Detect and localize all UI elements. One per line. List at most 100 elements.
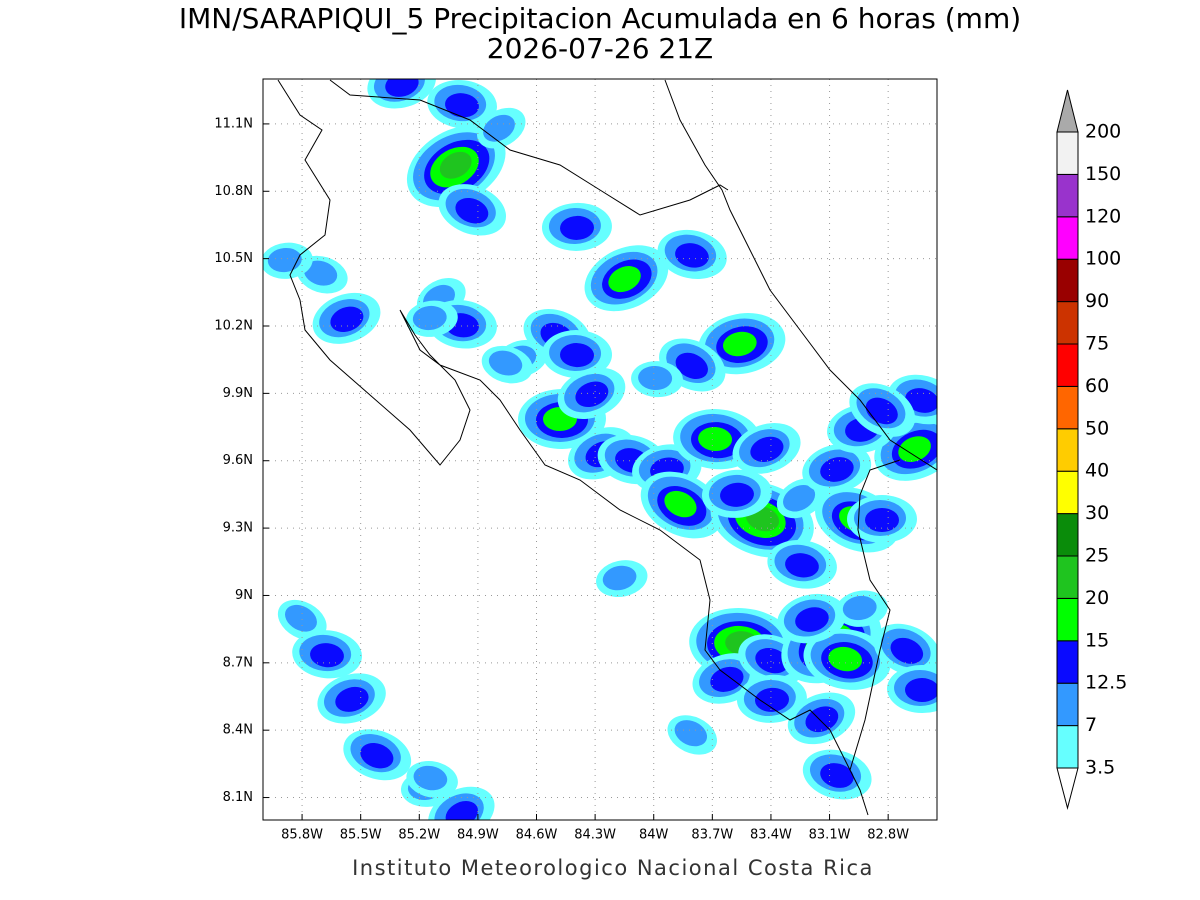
y-tick-label: 8.1N (223, 790, 253, 805)
colorbar-box (1056, 470, 1079, 515)
precip-contour (783, 484, 816, 512)
colorbar-label: 12.5 (1085, 672, 1127, 694)
precip-contour (785, 553, 819, 578)
colorbar-label: 200 (1085, 121, 1121, 143)
precip-contour (675, 243, 709, 268)
precip-contour (488, 350, 523, 376)
precip-contour (575, 381, 609, 408)
x-tick-label: 84W (639, 828, 669, 843)
precip-contour (750, 436, 784, 462)
precip-field (263, 79, 937, 820)
coastlines (277, 79, 937, 816)
subtitle: 2026-07-26 21Z (487, 32, 713, 65)
precip-contour (905, 678, 937, 703)
colorbar-label: 150 (1085, 163, 1121, 185)
colorbar-label: 25 (1085, 545, 1109, 567)
precip-contour (385, 79, 419, 97)
y-tick-label: 8.4N (223, 723, 253, 738)
colorbar-box (1056, 216, 1079, 260)
colorbar-label: 15 (1085, 629, 1109, 651)
colorbar-label: 50 (1085, 417, 1109, 439)
colorbar-box (1056, 682, 1079, 727)
precip-contour (820, 457, 854, 482)
precip-contour (820, 763, 854, 788)
y-tick-label: 10.2N (214, 319, 253, 334)
colorbar-label: 3.5 (1085, 757, 1115, 779)
title: IMN/SARAPIQUI_5 Precipitacion Acumulada … (179, 2, 1021, 35)
colorbar-box (1056, 343, 1079, 387)
y-tick-label: 11.1N (214, 116, 253, 131)
x-tick-label: 82.8W (867, 828, 909, 843)
precip-contour (285, 604, 317, 632)
precip-contour (865, 508, 899, 532)
precip-contour (805, 706, 839, 733)
y-tick-label: 8.7N (223, 655, 253, 670)
x-tick-label: 85.5W (340, 828, 382, 843)
coastline (664, 79, 937, 471)
y-tick-label: 9N (235, 588, 253, 603)
colorbar-label: 20 (1085, 587, 1109, 609)
precip-contour (675, 352, 708, 379)
colorbar-label: 7 (1085, 714, 1097, 736)
precip-contour (828, 646, 863, 672)
precip-contour (412, 305, 447, 331)
coastline (277, 79, 869, 816)
colorbar-box (1056, 385, 1079, 430)
grid: 85.8W 85.5W 85.2W 84.9W 84.6W 84.3W 84W 83.7W 83… (214, 79, 937, 843)
x-tick-label: 84.3W (574, 828, 616, 843)
border (329, 79, 729, 216)
colorbar-label: 40 (1085, 460, 1109, 482)
colorbar-label: 75 (1085, 333, 1109, 355)
y-tick-label: 9.6N (223, 453, 253, 468)
colorbar-box (1056, 725, 1079, 769)
y-tick-label: 10.5N (214, 251, 253, 266)
x-tick-label: 84.6W (516, 828, 558, 843)
colorbar-box (1056, 301, 1079, 345)
precip-contour (483, 114, 515, 142)
x-tick-label: 83.4W (750, 828, 792, 843)
colorbar-box (1056, 131, 1079, 175)
precip-contour (755, 648, 789, 674)
colorbar-label: 120 (1085, 205, 1121, 227)
precip-contour (560, 343, 594, 368)
precip-contour (710, 666, 744, 692)
precip-contour (638, 365, 673, 391)
precip-contour (698, 426, 733, 452)
precip-contour (303, 260, 338, 286)
colorbar-box (1056, 428, 1079, 472)
colorbar-label: 60 (1085, 375, 1109, 397)
y-tick-label: 9.3N (223, 521, 253, 536)
x-tick-label: 84.9W (457, 828, 499, 843)
precip-contour (439, 151, 472, 179)
x-tick-label: 83.1W (809, 828, 851, 843)
x-tick-label: 85.8W (281, 828, 323, 843)
precip-contour (455, 197, 489, 224)
precip-contour (445, 93, 479, 118)
precip-contour (905, 388, 937, 413)
colorbar-box (1056, 597, 1079, 642)
colorbar-box (1056, 173, 1079, 218)
precip-contour (560, 215, 594, 240)
colorbar: 3.5 7 12.5 15 20 25 30 40 50 60 75 90 100 120 150 200 (1056, 89, 1127, 810)
colorbar-label: 90 (1085, 290, 1109, 312)
footer: Instituto Meteorologico Nacional Costa R… (352, 856, 874, 880)
colorbar-end (1056, 89, 1079, 133)
precip-contour (898, 436, 931, 462)
colorbar-box (1056, 640, 1079, 684)
x-tick-label: 83.7W (691, 828, 733, 843)
precip-contour (335, 686, 369, 712)
colorbar-box (1056, 258, 1079, 303)
colorbar-label: 100 (1085, 248, 1121, 270)
border (849, 459, 901, 771)
precip-contour (445, 801, 478, 820)
precip-contour (267, 247, 302, 273)
precip-contour (722, 331, 757, 357)
precip-contour (602, 565, 637, 591)
precip-contour (755, 687, 789, 712)
precip-contour (608, 266, 641, 293)
precip-contour (890, 637, 924, 664)
precip-contour (310, 643, 344, 668)
precip-contour (360, 742, 394, 769)
y-tick-label: 9.9N (223, 386, 253, 401)
